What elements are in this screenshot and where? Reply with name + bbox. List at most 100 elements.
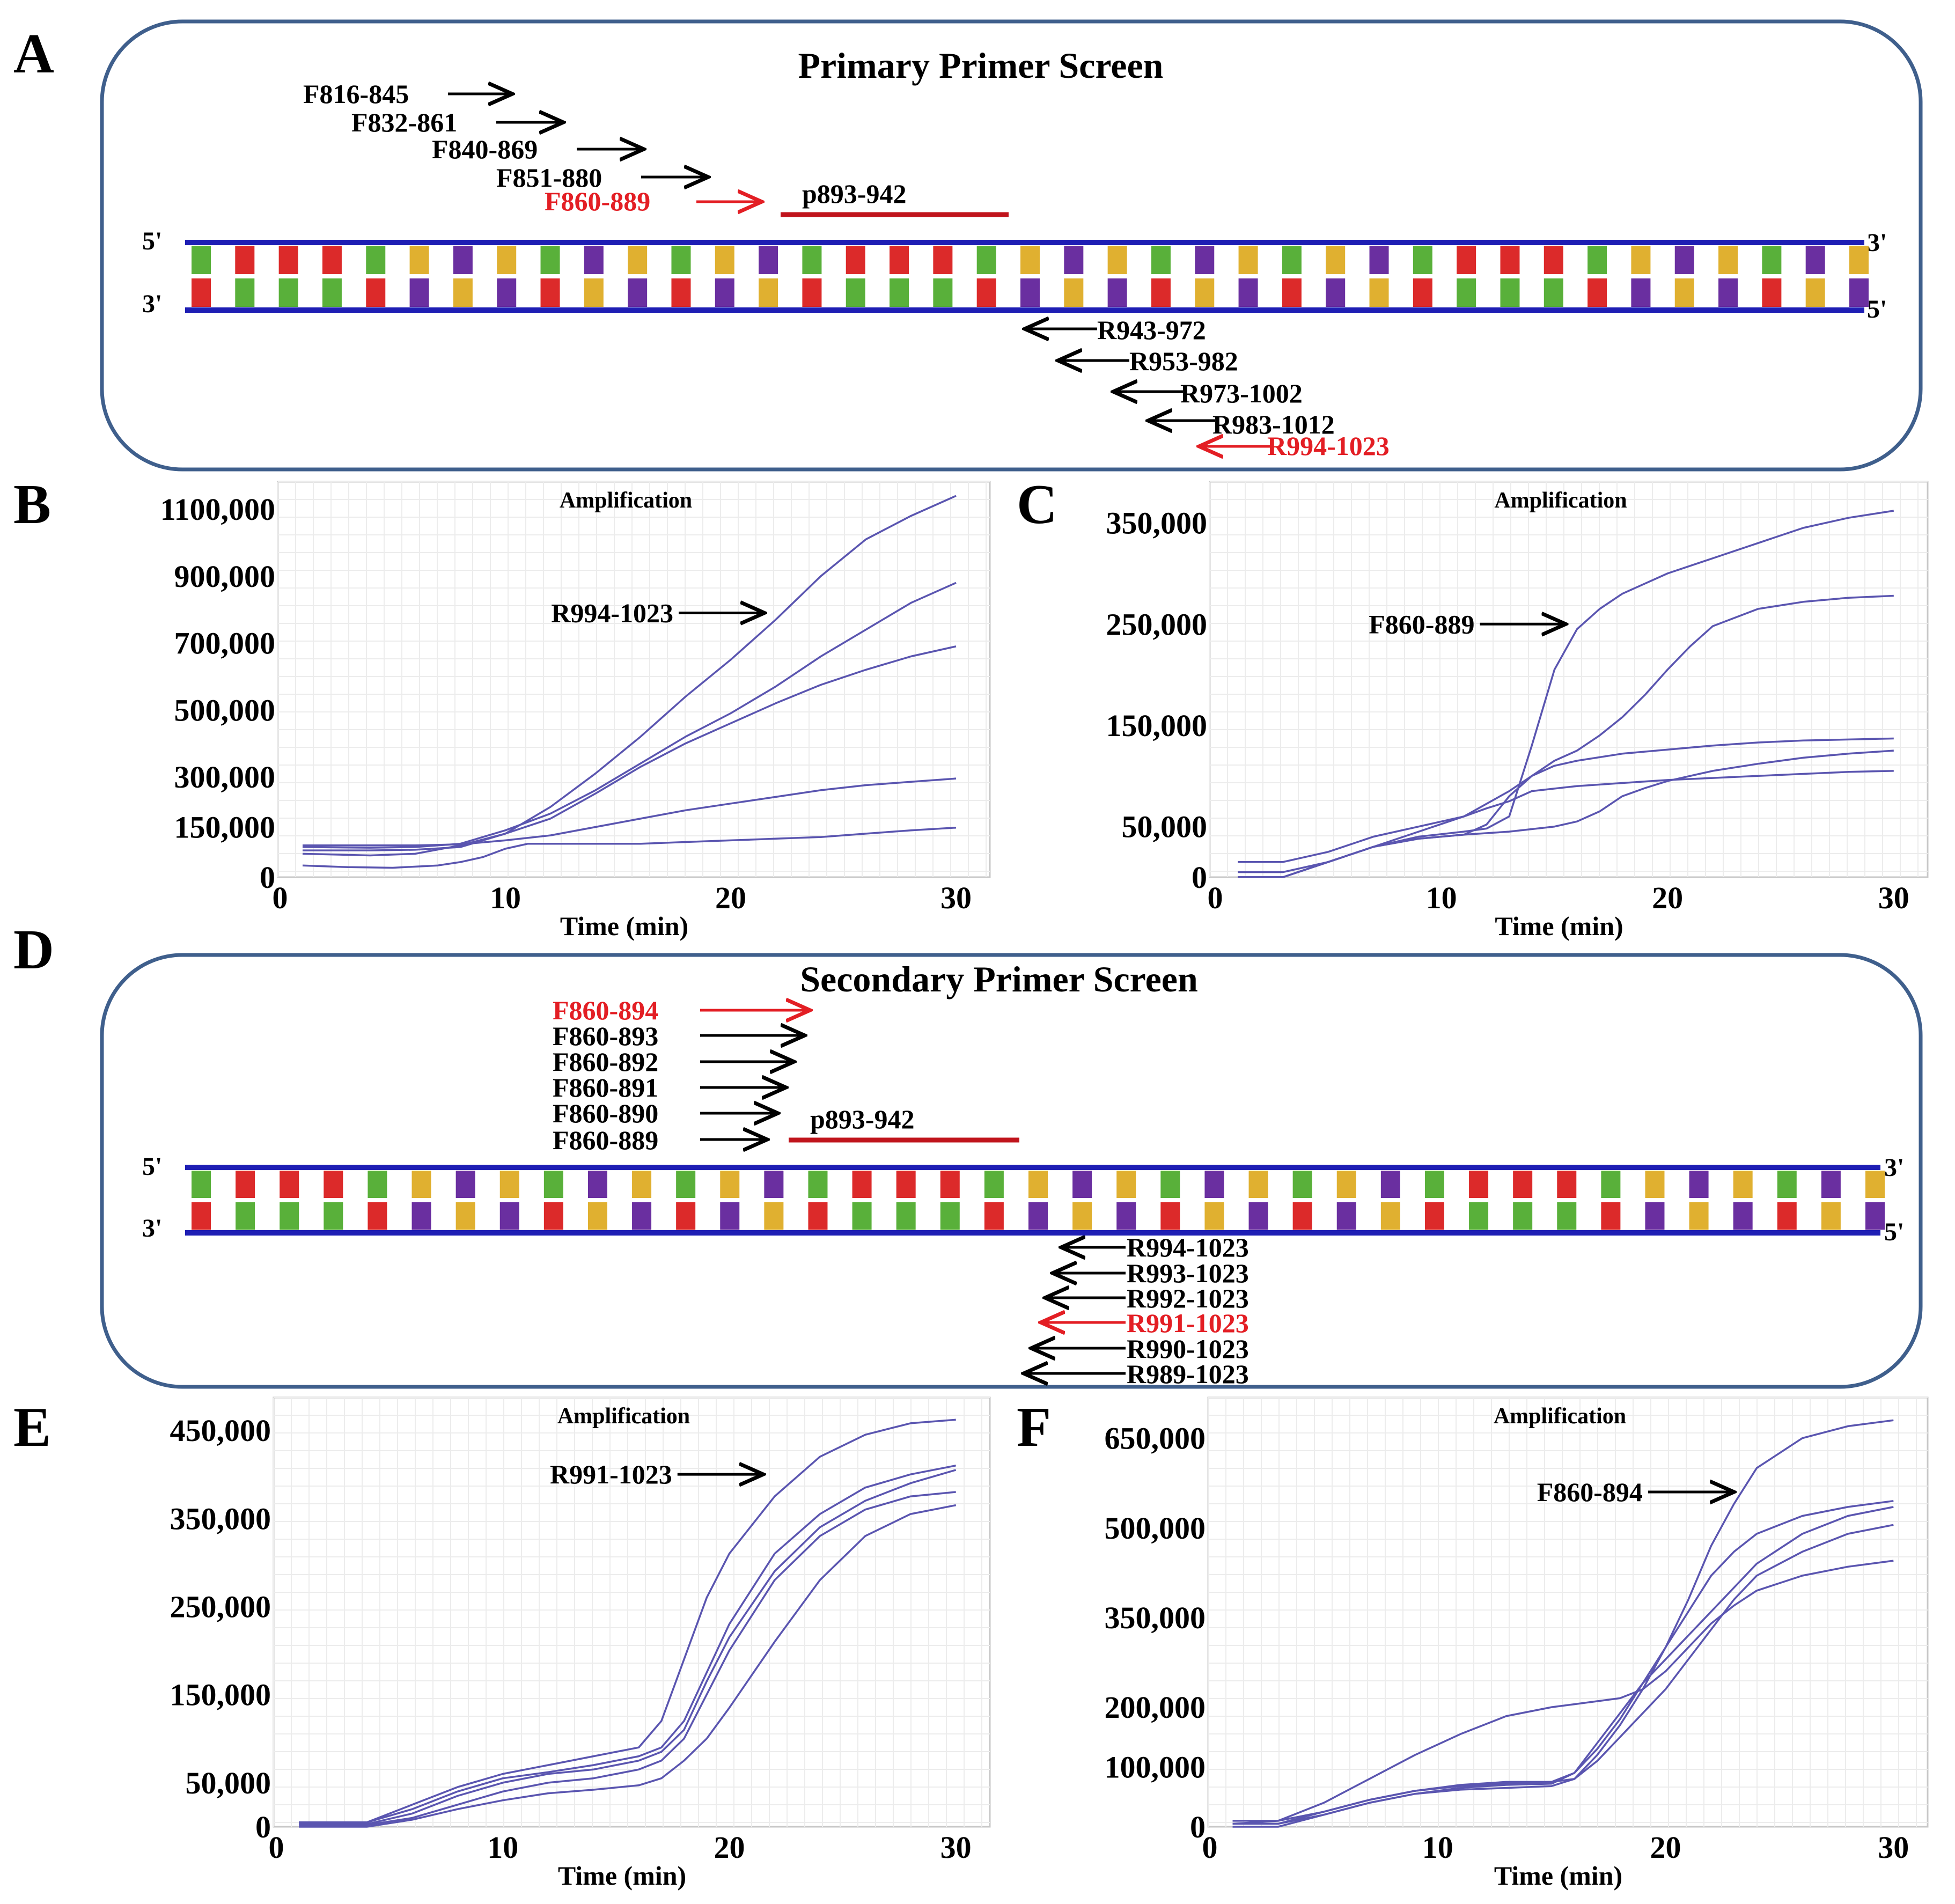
dna-base [715,246,734,274]
dna-base [1160,1202,1180,1230]
series-line [302,645,957,857]
dna-base [715,278,734,307]
dna-base [1336,1171,1356,1198]
primary-probe-label: p893-942 [802,179,906,209]
dna-base [411,1202,431,1230]
dna-base [540,278,560,307]
x-axis-label: Time (min) [1494,1861,1622,1891]
dna-base [1587,278,1607,307]
secondary-bottom-left-end: 3' [142,1214,162,1243]
chart-f: Amplification 0 100,000 200,000 350,000 500,0… [1105,1396,1929,1891]
dna-base [1733,1202,1753,1230]
dna-base [1849,278,1869,307]
x-tick-label: 30 [1878,880,1909,915]
annotation-label: R994-1023 [551,598,673,628]
dna-base [1020,246,1040,274]
y-tick-label: 1100,000 [160,492,275,527]
x-tick-label: 30 [940,880,972,915]
secondary-rev-primer-label: R994-1023 [1127,1232,1249,1262]
dna-base [1457,246,1476,274]
dna-base [764,1202,784,1230]
dna-base [1028,1171,1048,1198]
y-tick-label: 150,000 [1106,708,1208,743]
dna-base [1282,246,1302,274]
y-tick-label: 900,000 [174,559,276,594]
y-tick-label: 500,000 [1105,1511,1206,1546]
primary-fwd-primer-label: F840-869 [432,134,538,164]
x-tick-label: 10 [490,880,521,915]
dna-base [1865,1171,1885,1198]
dna-base [1718,246,1738,274]
dna-base [940,1202,960,1230]
primary-dna-duplex [185,240,1869,313]
dna-base [1151,278,1171,307]
dna-base [278,278,298,307]
dna-base [984,1171,1004,1198]
dna-base [368,1202,387,1230]
dna-base [1413,246,1432,274]
primary-rev-primer-label: R953-982 [1129,346,1238,376]
dna-base [1557,1202,1577,1230]
dna-base [324,1171,343,1198]
y-tick-label: 650,000 [1105,1421,1206,1456]
dna-base [1645,1171,1665,1198]
y-tick-label: 350,000 [170,1501,271,1536]
y-tick-label: 700,000 [174,626,276,661]
x-tick-label: 20 [715,880,746,915]
secondary-dna-duplex [185,1165,1885,1236]
dna-base [1557,1171,1577,1198]
dna-base [368,1171,387,1198]
dna-base [1733,1171,1753,1198]
primary-reverse-primers: R943-972 R953-982 R973-1002 R983-1012 R9… [1025,315,1390,461]
secondary-fwd-primer-label: F860-892 [553,1047,658,1077]
dna-base [632,1202,652,1230]
secondary-rev-primer-label: R989-1023 [1127,1359,1249,1389]
dna-base [1116,1171,1136,1198]
dna-base [1777,1171,1797,1198]
dna-base [759,246,778,274]
chart-title: Amplification [557,1404,690,1429]
y-tick-label: 350,000 [1106,506,1208,541]
secondary-rev-primer-label-highlight: R991-1023 [1127,1308,1249,1338]
dna-base [192,246,211,274]
dna-base [1160,1171,1180,1198]
dna-base [720,1202,740,1230]
primary-fwd-primer-label-highlight: F860-889 [545,186,650,216]
dna-base [455,1171,475,1198]
dna-base [280,1171,299,1198]
panel-letter-f: F [1017,1395,1051,1458]
dna-base [984,1202,1004,1230]
dna-base [1631,246,1651,274]
secondary-fwd-primer-label: F860-890 [553,1098,658,1128]
primary-fwd-primer-label: F816-845 [303,79,409,109]
dna-base [1204,1202,1224,1230]
dna-base [1326,246,1346,274]
dna-base [1107,278,1127,307]
secondary-rev-primer-label: R993-1023 [1127,1258,1249,1288]
dna-base [1805,278,1825,307]
x-tick-label: 20 [1650,1830,1681,1865]
secondary-top-right-end: 3' [1884,1153,1904,1182]
primary-top-left-end: 5' [142,227,162,255]
primary-rev-primer-label-highlight: R994-1023 [1267,431,1390,461]
y-tick-label: 150,000 [170,1678,271,1712]
dna-base [497,278,517,307]
secondary-rev-primer-label: R992-1023 [1127,1283,1249,1313]
dna-base [192,1171,211,1198]
series-line [299,1504,957,1828]
primary-screen-title: Primary Primer Screen [798,45,1164,86]
dna-base [1500,278,1520,307]
dna-base [1369,278,1389,307]
dna-base [236,1171,255,1198]
series-line [303,777,957,847]
y-tick-label: 300,000 [174,760,276,795]
dna-base [846,246,865,274]
x-tick-label: 10 [487,1830,518,1865]
dna-base [1195,246,1215,274]
dna-base [1601,1171,1621,1198]
dna-base [1718,278,1738,307]
series-line [1232,1499,1894,1825]
dna-base [366,278,386,307]
y-tick-label: 50,000 [186,1766,271,1800]
